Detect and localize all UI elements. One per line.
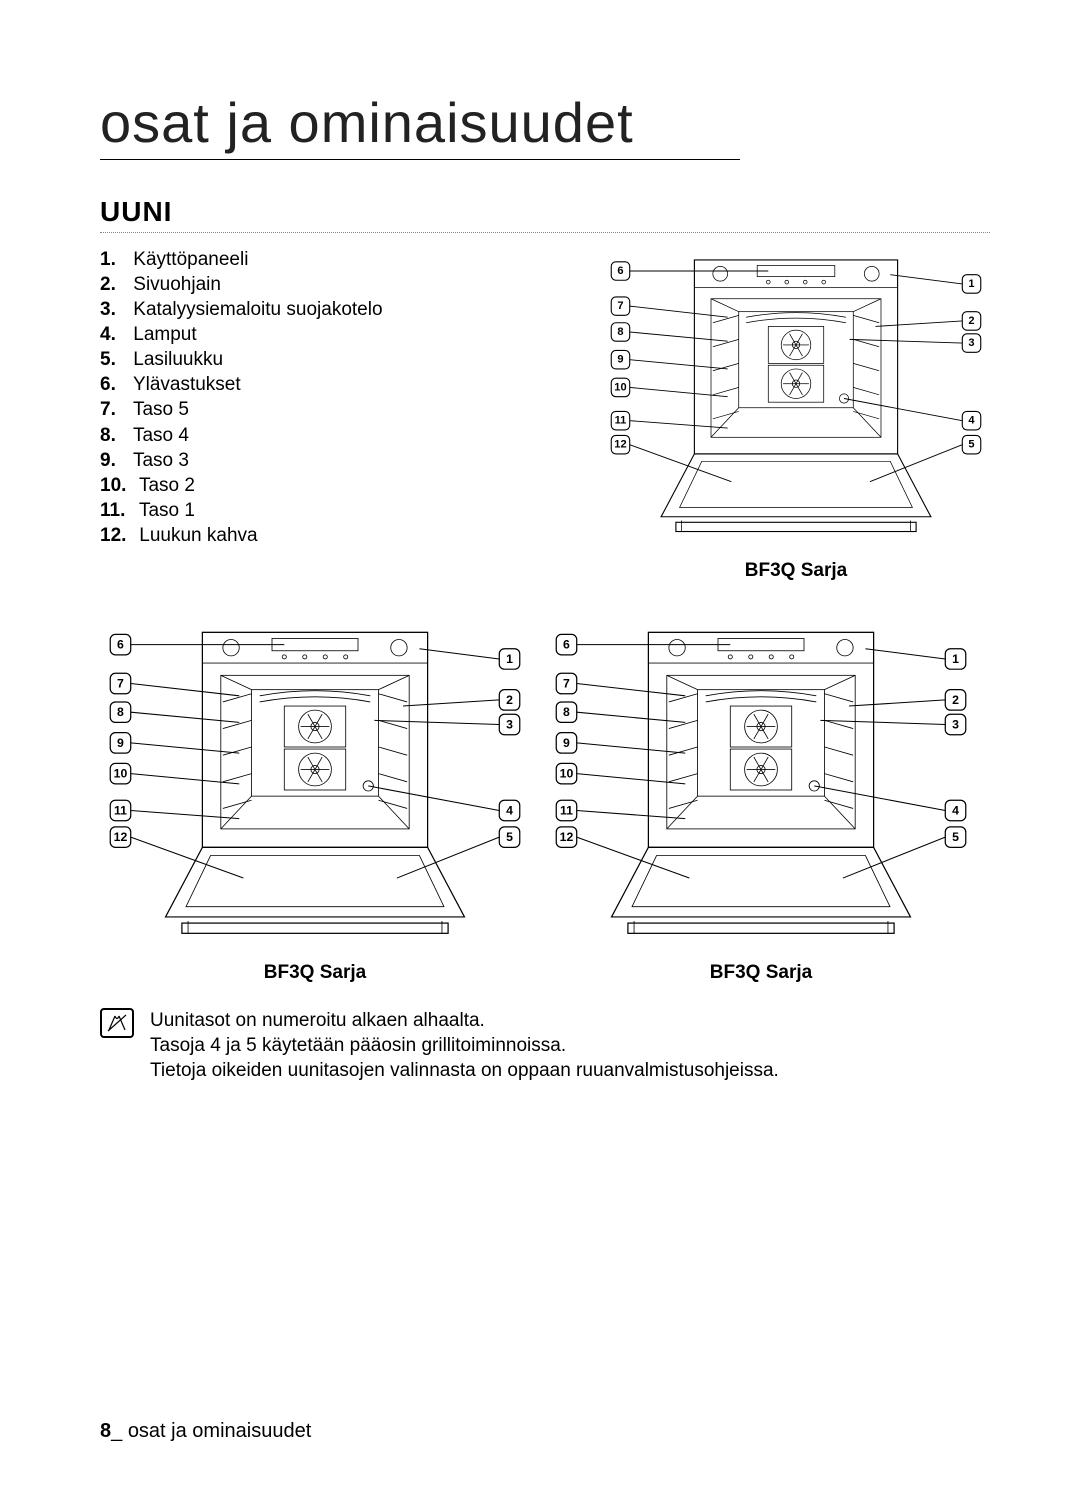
svg-text:5: 5 [506,830,513,844]
part-label: Lasiluukku [133,349,223,370]
svg-text:1: 1 [968,278,974,290]
diagram-caption-br: BF3Q Sarja [546,962,976,984]
svg-text:11: 11 [114,803,127,817]
svg-text:6: 6 [563,637,570,651]
part-item: 2. Sivuohjain [100,272,526,297]
part-item: 7. Taso 5 [100,397,526,422]
svg-text:2: 2 [506,693,513,707]
svg-text:6: 6 [117,637,124,651]
part-item: 6. Ylävastukset [100,372,526,397]
page-title: osat ja ominaisuudet [100,90,740,160]
part-label: Luukun kahva [139,525,257,546]
part-label: Taso 1 [139,500,195,521]
section-heading: UUNI [100,196,990,228]
svg-text:5: 5 [968,439,974,451]
svg-text:12: 12 [114,830,128,844]
part-label: Lamput [133,324,196,345]
page-footer: 8_ osat ja ominaisuudet [100,1420,311,1443]
oven-diagram-bottom-left: 678910111212345 BF3Q Sarja [100,618,530,985]
part-item: 5. Lasiluukku [100,347,526,372]
part-item: 3. Katalyysiemaloitu suojakotelo [100,297,526,322]
svg-text:3: 3 [968,337,974,349]
part-number: 8. [100,423,128,448]
svg-text:4: 4 [506,803,513,817]
diagram-caption-top: BF3Q Sarja [602,560,990,582]
svg-text:3: 3 [952,717,959,731]
svg-text:10: 10 [114,766,128,780]
svg-text:9: 9 [617,354,623,366]
svg-text:9: 9 [117,736,124,750]
part-number: 4. [100,322,128,347]
svg-text:2: 2 [968,315,974,327]
svg-text:12: 12 [560,830,574,844]
svg-text:11: 11 [615,415,627,427]
parts-list: 1. Käyttöpaneeli2. Sivuohjain3. Katalyys… [100,247,526,548]
svg-text:4: 4 [968,415,975,427]
part-item: 1. Käyttöpaneeli [100,247,526,272]
note-text: Uunitasot on numeroitu alkaen alhaalta. … [150,1008,779,1083]
svg-text:10: 10 [614,381,626,393]
part-number: 5. [100,347,128,372]
svg-text:2: 2 [952,693,959,707]
note-icon [100,1008,134,1038]
part-item: 12. Luukun kahva [100,523,526,548]
diagram-caption-bl: BF3Q Sarja [100,962,530,984]
svg-text:6: 6 [617,265,623,277]
part-number: 1. [100,247,128,272]
page-number: 8 [100,1420,111,1442]
part-label: Taso 2 [139,475,195,496]
part-label: Ylävastukset [133,374,241,395]
svg-text:7: 7 [563,676,570,690]
part-number: 10. [100,473,134,498]
part-number: 6. [100,372,128,397]
footer-sep: _ [111,1420,128,1442]
part-item: 4. Lamput [100,322,526,347]
svg-text:8: 8 [617,326,623,338]
svg-text:1: 1 [952,652,959,666]
part-label: Taso 3 [133,450,189,471]
svg-text:4: 4 [952,803,959,817]
svg-text:7: 7 [117,676,124,690]
part-item: 10. Taso 2 [100,473,526,498]
part-label: Katalyysiemaloitu suojakotelo [133,299,382,320]
part-item: 8. Taso 4 [100,423,526,448]
note-line-1: Uunitasot on numeroitu alkaen alhaalta. [150,1008,779,1033]
divider [100,232,990,233]
svg-text:10: 10 [560,766,574,780]
svg-text:9: 9 [563,736,570,750]
part-label: Taso 5 [133,399,189,420]
oven-diagram-bottom-right: 678910111212345 BF3Q Sarja [546,618,976,985]
svg-text:12: 12 [614,439,626,451]
part-number: 12. [100,523,134,548]
svg-text:7: 7 [617,300,623,312]
footer-label: osat ja ominaisuudet [128,1420,311,1442]
svg-text:1: 1 [506,652,513,666]
svg-text:3: 3 [506,717,513,731]
svg-text:8: 8 [117,705,124,719]
svg-text:11: 11 [560,803,573,817]
svg-text:5: 5 [952,830,959,844]
part-label: Käyttöpaneeli [133,249,248,270]
part-label: Sivuohjain [133,274,221,295]
part-number: 7. [100,397,128,422]
note-line-2: Tasoja 4 ja 5 käytetään pääosin grillito… [150,1033,779,1058]
note-line-3: Tietoja oikeiden uunitasojen valinnasta … [150,1058,779,1083]
oven-diagram-top: 678910111212345 BF3Q Sarja [602,247,990,582]
part-number: 9. [100,448,128,473]
part-number: 2. [100,272,128,297]
part-item: 9. Taso 3 [100,448,526,473]
part-number: 11. [100,498,134,523]
svg-text:8: 8 [563,705,570,719]
part-number: 3. [100,297,128,322]
part-item: 11. Taso 1 [100,498,526,523]
part-label: Taso 4 [133,425,189,446]
